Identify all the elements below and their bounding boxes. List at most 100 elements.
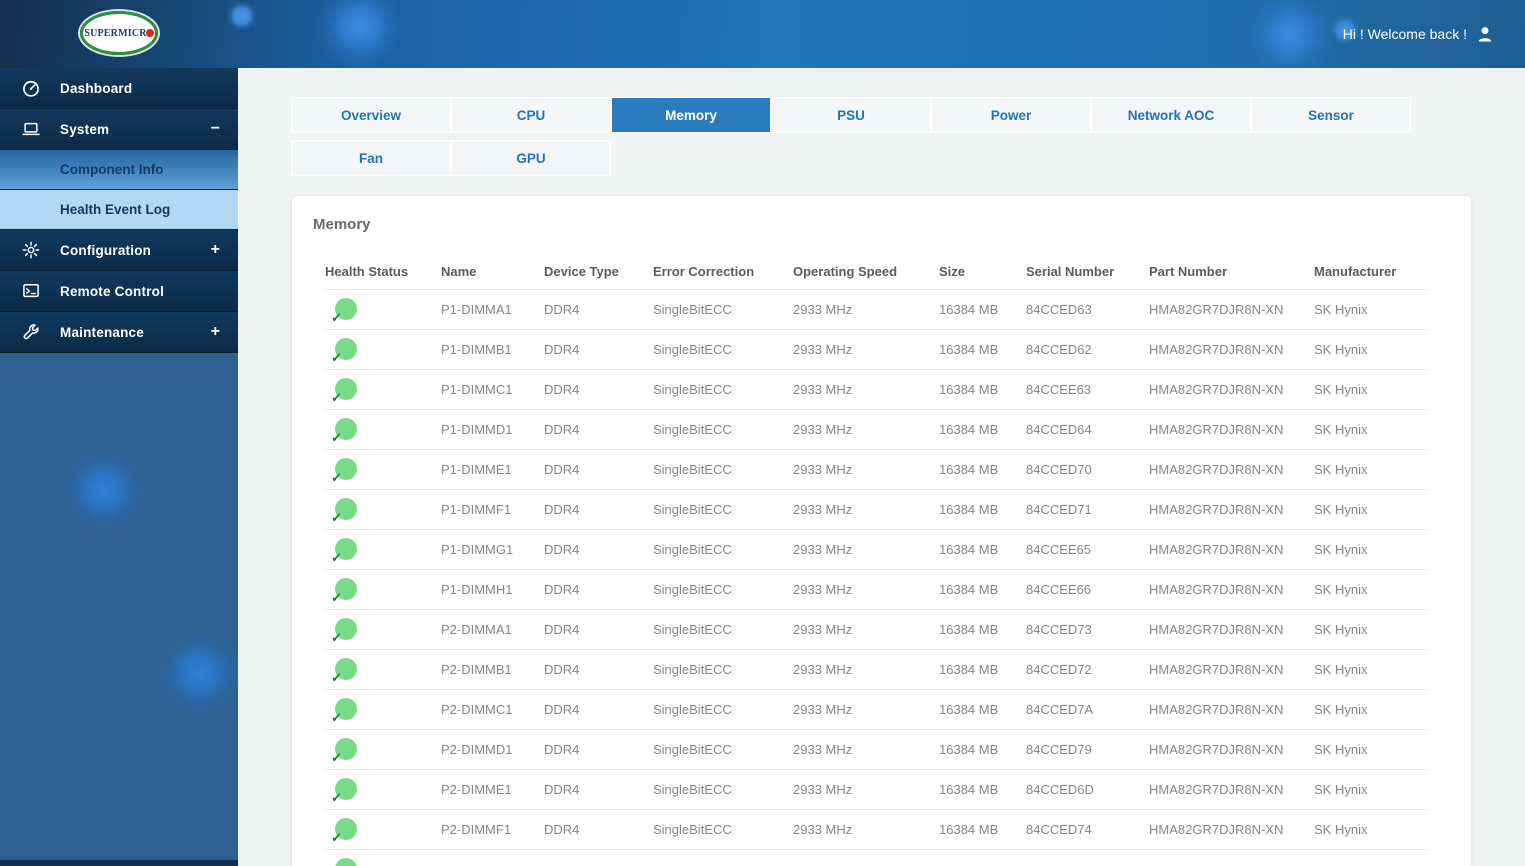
table-header-row: Health Status Name Device Type Error Cor… [325,255,1428,289]
operating-speed-cell: 2933 MHz [793,768,939,809]
device-type-cell: DDR4 [544,728,653,769]
device-type-cell: DDR4 [544,488,653,529]
serial-number-cell: 84CCEE65 [1026,528,1149,569]
tab-label: Fan [358,150,383,166]
column-header: Device Type [544,264,619,280]
table-row: ✓ [325,848,1428,866]
operating-speed-cell: 2933 MHz [793,688,939,729]
supermicro-logo[interactable]: SUPERMICR [80,11,158,55]
operating-speed-cell: 2933 MHz [793,488,939,529]
component-tab[interactable]: Fan [292,141,450,175]
column-header: Health Status [325,264,409,280]
serial-number-cell: 84CCED73 [1026,608,1149,649]
component-tab[interactable]: Power [932,98,1090,132]
manufacturer-cell: SK Hynix [1314,448,1428,489]
component-tab[interactable]: PSU [772,98,930,132]
check-icon: ✓ [331,790,342,805]
manufacturer-cell: SK Hynix [1314,688,1428,729]
table-row: ✓ P1-DIMME1 DDR4 SingleBitECC 2933 MHz 1… [325,448,1428,489]
health-ok-icon: ✓ [331,458,357,484]
sidebar-item-configuration[interactable]: Configuration + [0,230,238,271]
table-row: ✓ P1-DIMMC1 DDR4 SingleBitECC 2933 MHz 1… [325,368,1428,409]
health-status-cell: ✓ [325,568,441,609]
device-type-cell: DDR4 [544,368,653,409]
table-row: ✓ P2-DIMMD1 DDR4 SingleBitECC 2933 MHz 1… [325,728,1428,769]
part-number-cell: HMA82GR7DJR8N-XN [1149,488,1314,529]
size-cell [939,848,1026,866]
expand-plus-icon[interactable]: + [210,323,220,340]
header-bar: SUPERMICR Hi ! Welcome back ! [0,0,1525,68]
size-cell: 16384 MB [939,448,1026,489]
component-tab[interactable]: GPU [452,141,610,175]
sidebar-item-remote-control[interactable]: Remote Control [0,271,238,312]
component-tab[interactable]: Memory [612,98,770,132]
user-icon[interactable] [1475,24,1495,44]
error-correction-cell: SingleBitECC [653,448,793,489]
size-cell: 16384 MB [939,288,1026,329]
health-ok-icon: ✓ [331,578,357,604]
sidebar-item-dashboard[interactable]: Dashboard [0,68,238,109]
size-cell: 16384 MB [939,728,1026,769]
name-cell: P2-DIMMD1 [441,728,544,769]
operating-speed-cell: 2933 MHz [793,528,939,569]
health-ok-icon: ✓ [331,378,357,404]
device-type-cell: DDR4 [544,768,653,809]
sidebar-item-system[interactable]: System − [0,109,238,150]
size-cell: 16384 MB [939,528,1026,569]
health-ok-icon: ✓ [331,618,357,644]
tab-label: Network AOC [1127,107,1215,123]
decor-bubble [49,435,159,545]
error-correction-cell: SingleBitECC [653,368,793,409]
health-status-cell: ✓ [325,288,441,329]
component-tab[interactable]: Network AOC [1092,98,1250,132]
device-type-cell: DDR4 [544,688,653,729]
device-type-cell: DDR4 [544,328,653,369]
health-ok-icon: ✓ [331,418,357,444]
name-cell: P1-DIMMG1 [441,528,544,569]
manufacturer-cell: SK Hynix [1314,488,1428,529]
component-tab[interactable]: Overview [292,98,450,132]
check-icon: ✓ [331,550,342,565]
health-status-cell: ✓ [325,688,441,729]
part-number-cell: HMA82GR7DJR8N-XN [1149,328,1314,369]
column-header: Manufacturer [1314,264,1397,280]
size-cell: 16384 MB [939,488,1026,529]
part-number-cell: HMA82GR7DJR8N-XN [1149,288,1314,329]
device-type-cell: DDR4 [544,808,653,849]
column-header: Serial Number [1026,264,1115,280]
collapse-minus-icon[interactable]: − [210,120,220,137]
name-cell: P2-DIMMC1 [441,688,544,729]
decor-bubble [1244,0,1336,68]
sidebar-item-label: Health Event Log [60,202,171,217]
size-cell: 16384 MB [939,768,1026,809]
error-correction-cell: SingleBitECC [653,408,793,449]
table-body: ✓ P1-DIMMA1 DDR4 SingleBitECC 2933 MHz 1… [325,288,1428,866]
table-row: ✓ P1-DIMMB1 DDR4 SingleBitECC 2933 MHz 1… [325,328,1428,369]
serial-number-cell: 84CCED64 [1026,408,1149,449]
table-row: ✓ P2-DIMME1 DDR4 SingleBitECC 2933 MHz 1… [325,768,1428,809]
table-row: ✓ P1-DIMMA1 DDR4 SingleBitECC 2933 MHz 1… [325,288,1428,329]
panel-title: Memory [313,216,371,233]
part-number-cell: HMA82GR7DJR8N-XN [1149,568,1314,609]
name-cell: P1-DIMMD1 [441,408,544,449]
logo-red-dot [145,29,154,37]
wrench-icon [20,321,42,343]
check-icon: ✓ [331,830,342,845]
component-tab[interactable]: CPU [452,98,610,132]
serial-number-cell: 84CCED79 [1026,728,1149,769]
sidebar-item-component-info[interactable]: Component Info [0,150,238,190]
name-cell: P1-DIMMH1 [441,568,544,609]
component-tab[interactable]: Sensor [1252,98,1410,132]
health-status-cell: ✓ [325,848,441,866]
name-cell: P1-DIMMA1 [441,288,544,329]
health-status-cell: ✓ [325,408,441,449]
expand-plus-icon[interactable]: + [210,241,220,258]
serial-number-cell: 84CCED62 [1026,328,1149,369]
sidebar-item-health-event-log[interactable]: Health Event Log [0,190,238,230]
health-status-cell: ✓ [325,328,441,369]
sidebar-item-maintenance[interactable]: Maintenance + [0,312,238,353]
device-type-cell: DDR4 [544,528,653,569]
table-row: ✓ P1-DIMMH1 DDR4 SingleBitECC 2933 MHz 1… [325,568,1428,609]
sidebar-item-label: Remote Control [60,283,165,299]
health-status-cell: ✓ [325,488,441,529]
